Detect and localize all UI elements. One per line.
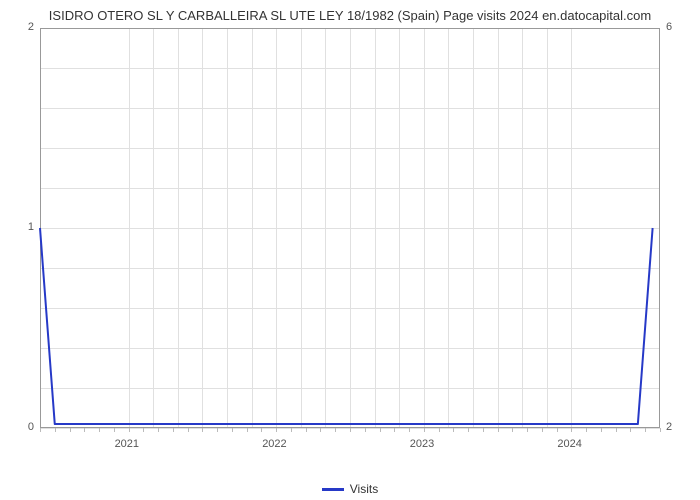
x-minor-tick — [306, 428, 307, 432]
x-minor-tick — [557, 428, 558, 432]
series-line-visits — [40, 228, 653, 424]
x-tick-label: 2023 — [410, 438, 434, 450]
x-minor-tick — [99, 428, 100, 432]
x-minor-tick — [84, 428, 85, 432]
x-minor-tick — [158, 428, 159, 432]
chart-container: ISIDRO OTERO SL Y CARBALLEIRA SL UTE LEY… — [0, 0, 700, 500]
x-minor-tick — [247, 428, 248, 432]
y-tick-label: 2 — [28, 21, 34, 33]
x-minor-tick — [114, 428, 115, 432]
x-minor-tick — [645, 428, 646, 432]
x-minor-tick — [55, 428, 56, 432]
x-minor-tick — [498, 428, 499, 432]
x-minor-tick — [261, 428, 262, 432]
x-minor-tick — [409, 428, 410, 432]
x-minor-tick — [173, 428, 174, 432]
x-minor-tick — [380, 428, 381, 432]
x-minor-tick — [586, 428, 587, 432]
x-minor-tick — [601, 428, 602, 432]
x-minor-tick — [424, 428, 425, 432]
x-minor-tick — [483, 428, 484, 432]
x-minor-tick — [202, 428, 203, 432]
y-tick-label: 0 — [28, 421, 34, 433]
x-minor-tick — [143, 428, 144, 432]
x-tick-label: 2022 — [262, 438, 286, 450]
x-minor-tick — [40, 428, 41, 432]
x-minor-tick — [512, 428, 513, 432]
chart-title: ISIDRO OTERO SL Y CARBALLEIRA SL UTE LEY… — [0, 8, 700, 23]
x-minor-tick — [571, 428, 572, 432]
legend-label: Visits — [350, 482, 378, 496]
x-minor-tick — [660, 428, 661, 432]
y-tick-label: 1 — [28, 221, 34, 233]
x-minor-tick — [276, 428, 277, 432]
legend: Visits — [0, 482, 700, 496]
x-minor-tick — [630, 428, 631, 432]
x-minor-tick — [320, 428, 321, 432]
x-minor-tick — [70, 428, 71, 432]
y2-tick-label: 2 — [666, 421, 672, 433]
x-minor-tick — [350, 428, 351, 432]
series-svg — [40, 28, 660, 428]
x-minor-tick — [232, 428, 233, 432]
x-minor-tick — [542, 428, 543, 432]
plot-area — [40, 28, 660, 428]
x-minor-tick — [188, 428, 189, 432]
x-tick-label: 2024 — [557, 438, 581, 450]
x-minor-tick — [616, 428, 617, 432]
y2-tick-label: 6 — [666, 21, 672, 33]
x-tick-label: 2021 — [115, 438, 139, 450]
x-minor-tick — [365, 428, 366, 432]
x-minor-tick — [129, 428, 130, 432]
x-minor-tick — [527, 428, 528, 432]
x-minor-tick — [335, 428, 336, 432]
x-minor-tick — [291, 428, 292, 432]
legend-swatch — [322, 488, 344, 491]
x-minor-tick — [394, 428, 395, 432]
x-minor-tick — [439, 428, 440, 432]
x-minor-tick — [468, 428, 469, 432]
x-minor-tick — [453, 428, 454, 432]
x-minor-tick — [217, 428, 218, 432]
